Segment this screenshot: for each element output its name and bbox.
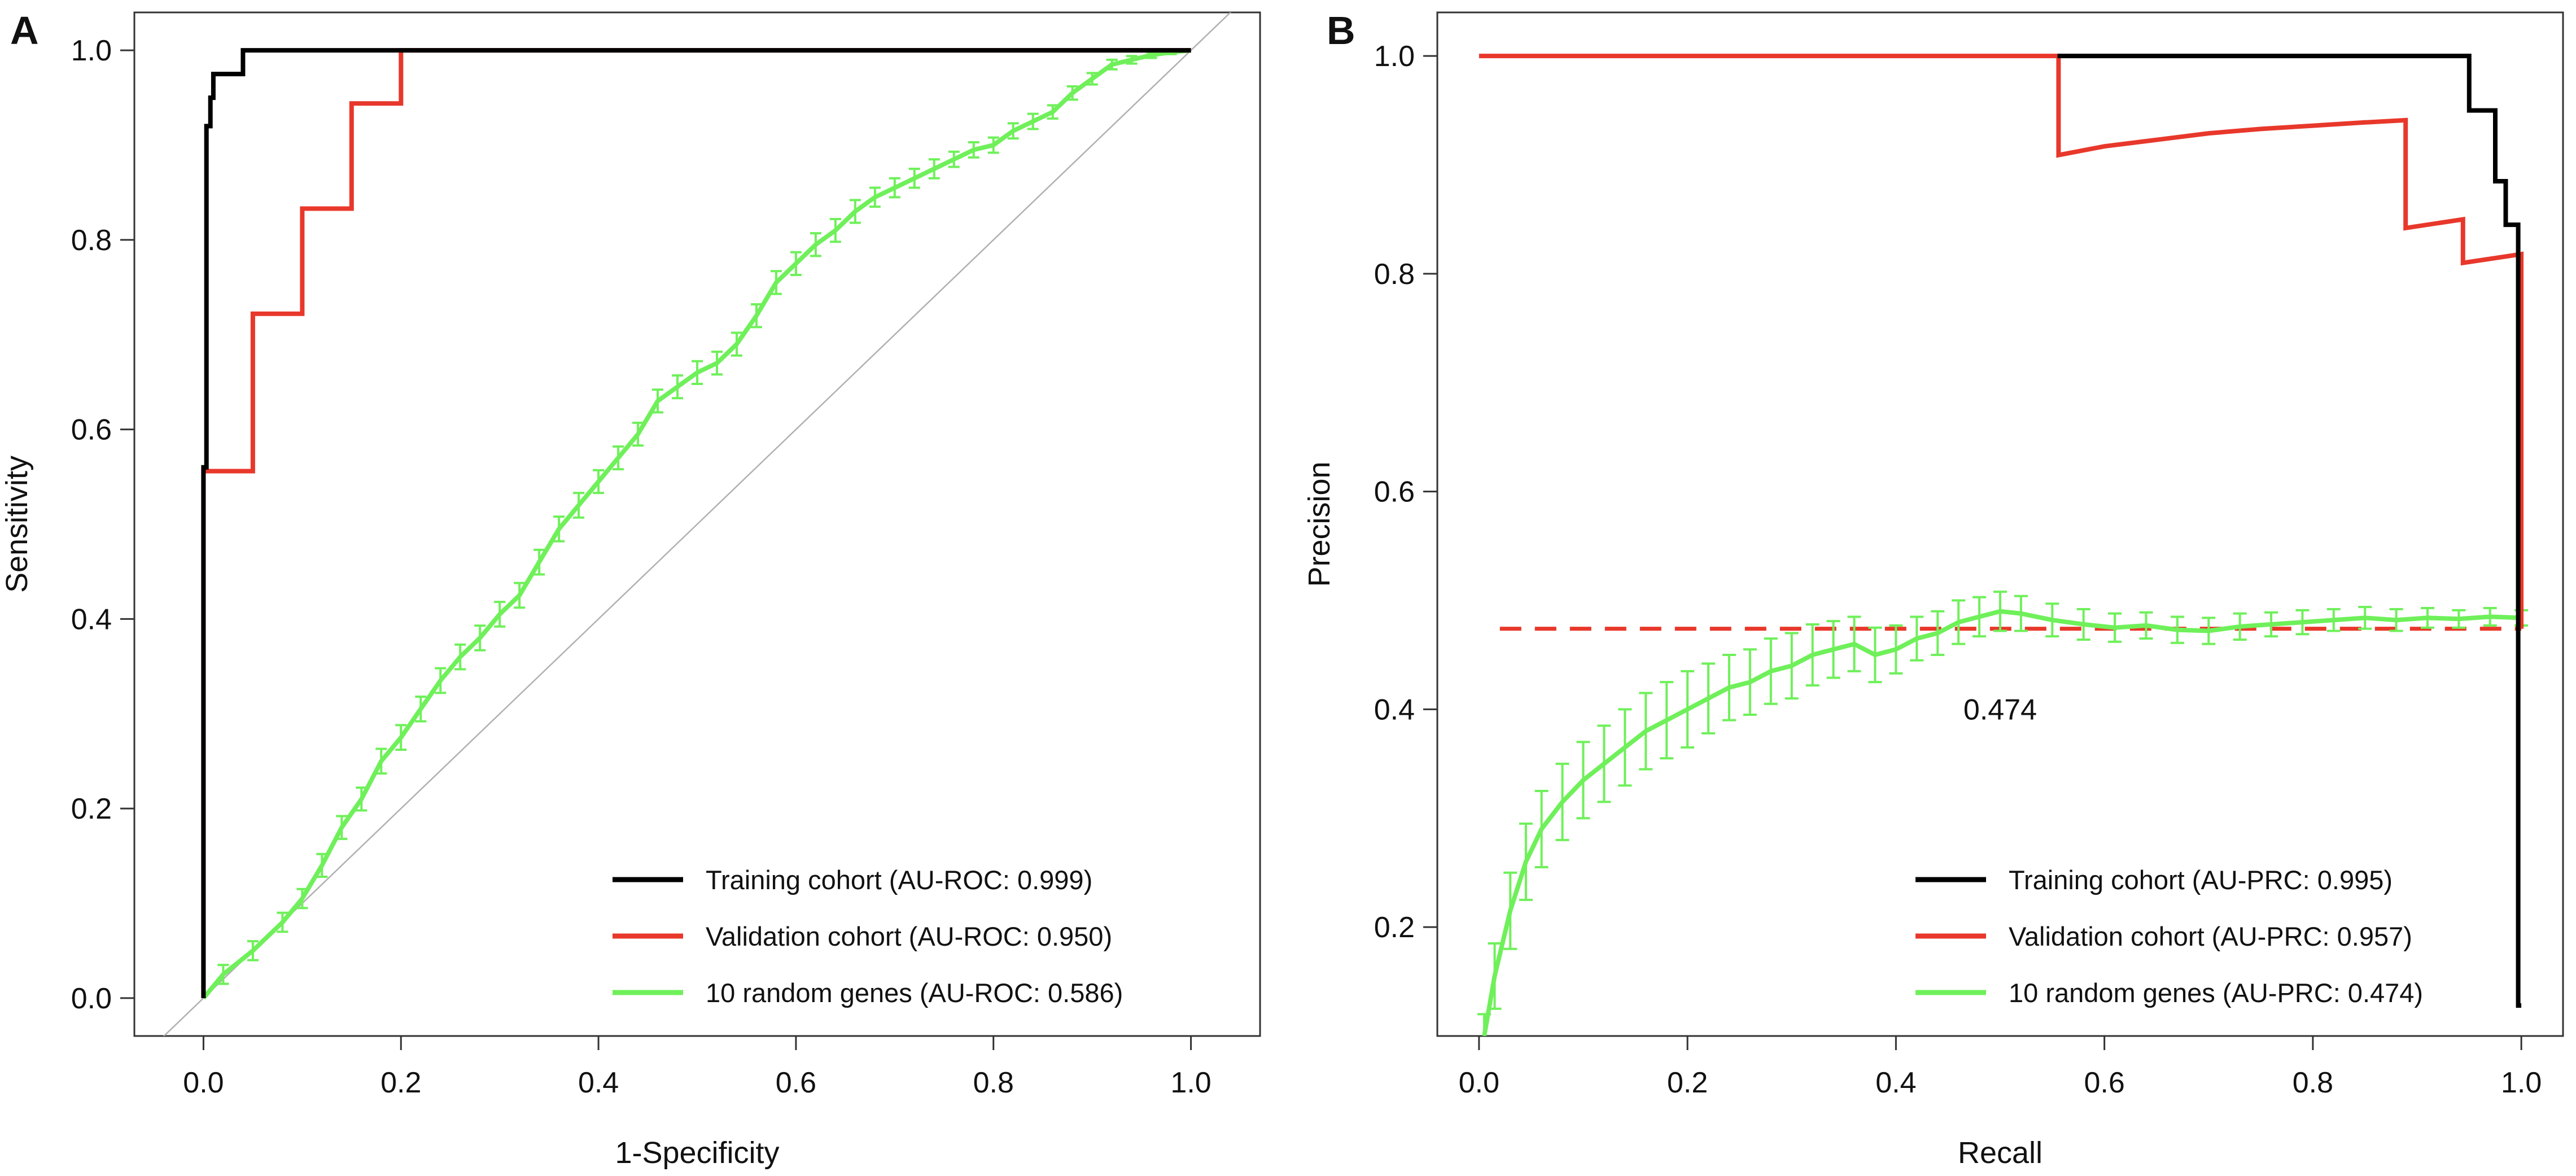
legend: Training cohort (AU-ROC: 0.999) Validatio… bbox=[613, 865, 1123, 1008]
y-axis-title: Precision bbox=[1302, 461, 1336, 587]
x-tick-label: 0.8 bbox=[2293, 1066, 2333, 1099]
plot-area bbox=[163, 12, 1232, 1036]
series-line-validation bbox=[1479, 54, 2524, 629]
panel-letter: A bbox=[10, 8, 39, 53]
plot-frame bbox=[133, 11, 1261, 1037]
plot-area bbox=[1477, 54, 2529, 1036]
y-tick-label: 1.0 bbox=[71, 34, 112, 67]
baseline-label: 0.474 bbox=[1963, 693, 2037, 726]
x-tick-label: 0.2 bbox=[1667, 1066, 1708, 1099]
y-axis-title: Sensitivity bbox=[0, 456, 34, 593]
legend-label: Training cohort (AU-ROC: 0.999) bbox=[706, 865, 1092, 895]
y-tick-label: 1.0 bbox=[1374, 40, 1415, 73]
legend-label: 10 random genes (AU-ROC: 0.586) bbox=[706, 978, 1123, 1008]
y-tick-label: 0.0 bbox=[71, 982, 112, 1015]
y-tick-label: 0.8 bbox=[1374, 258, 1415, 291]
legend: Training cohort (AU-PRC: 0.995) Validatio… bbox=[1915, 865, 2423, 1008]
y-tick-label: 0.2 bbox=[1374, 911, 1415, 944]
x-tick-label: 0.6 bbox=[2084, 1066, 2124, 1099]
y-tick-label: 0.8 bbox=[71, 224, 112, 257]
series-line-training bbox=[201, 48, 1191, 998]
x-tick-label: 1.0 bbox=[1170, 1066, 1211, 1099]
plot-frame bbox=[1436, 11, 2564, 1037]
legend-label: Training cohort (AU-PRC: 0.995) bbox=[2009, 865, 2393, 895]
y-tick-label: 0.4 bbox=[71, 603, 112, 636]
x-tick-label: 0.2 bbox=[381, 1066, 421, 1099]
panel-letter: B bbox=[1327, 8, 1355, 53]
x-tick-label: 0.6 bbox=[776, 1066, 816, 1099]
series-line-training bbox=[2057, 54, 2522, 1008]
y-tick-label: 0.2 bbox=[71, 793, 112, 825]
x-tick-label: 1.0 bbox=[2501, 1066, 2542, 1099]
x-tick-label: 0.8 bbox=[973, 1066, 1014, 1099]
x-tick-label: 0.0 bbox=[183, 1066, 224, 1099]
x-tick-label: 0.4 bbox=[578, 1066, 619, 1099]
x-tick-label: 0.0 bbox=[1459, 1066, 1499, 1099]
y-tick-label: 0.6 bbox=[71, 414, 112, 447]
legend-label: 10 random genes (AU-PRC: 0.474) bbox=[2009, 978, 2423, 1008]
y-tick-label: 0.4 bbox=[1374, 693, 1415, 726]
x-axis-title: 1-Specificity bbox=[615, 1136, 779, 1170]
reference-diagonal bbox=[163, 12, 1232, 1036]
series-line-validation bbox=[201, 48, 1191, 998]
series-line-random bbox=[1482, 609, 2522, 1036]
legend-label: Validation cohort (AU-ROC: 0.950) bbox=[706, 921, 1112, 951]
y-tick-label: 0.6 bbox=[1374, 476, 1415, 509]
roc-panel: A 0.0 0.2 0.4 0.6 0.8 1.0 0.0 0.2 0.4 0.6 0.8 1.0 1-S… bbox=[0, 8, 1261, 1170]
legend-label: Validation cohort (AU-PRC: 0.957) bbox=[2009, 921, 2412, 951]
series-line-random bbox=[202, 48, 1191, 1000]
prc-panel: B 0.0 0.2 0.4 0.6 0.8 1.0 0.2 0.4 0.6 0.8 1.0 Recall… bbox=[1302, 8, 2564, 1170]
x-tick-label: 0.4 bbox=[1875, 1066, 1916, 1099]
x-axis-title: Recall bbox=[1958, 1136, 2043, 1170]
